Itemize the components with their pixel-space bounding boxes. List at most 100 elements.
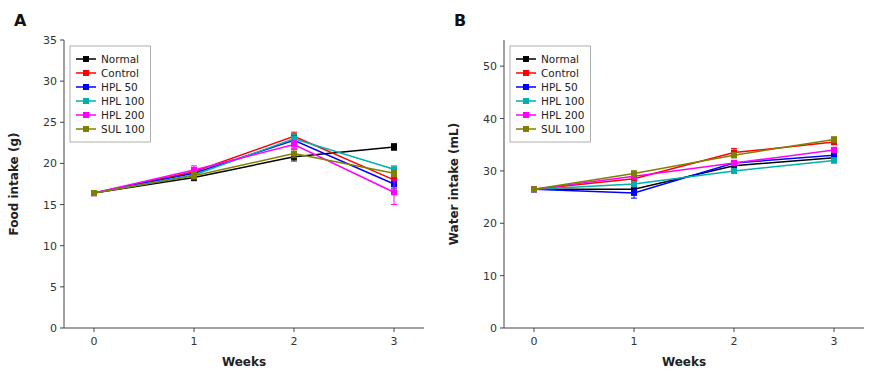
x-tick (534, 328, 535, 332)
error-bar-cap (391, 204, 397, 205)
error-bar (831, 153, 837, 158)
legend-item: HPL 200 (516, 109, 584, 121)
legend-swatch-marker (523, 70, 529, 76)
legend-swatch-marker (523, 112, 529, 118)
panel-title: A (14, 11, 27, 30)
legend-label: HPL 100 (101, 95, 144, 107)
error-bar-cap (291, 132, 297, 133)
x-tick (634, 328, 635, 332)
point (831, 147, 837, 153)
point (391, 170, 397, 176)
y-tick-label: 35 (43, 34, 57, 47)
legend-items: NormalControlHPL 50HPL 100HPL 200SUL 100 (516, 53, 585, 135)
y-tick-label: 40 (483, 113, 497, 126)
plot-area (91, 132, 397, 204)
error-bar (391, 170, 397, 177)
error-bar (731, 160, 737, 165)
x-tick (294, 328, 295, 332)
error-bar (831, 158, 837, 163)
legend-swatch-marker (523, 126, 529, 132)
y-tick-label: 30 (483, 165, 497, 178)
series (531, 152, 837, 198)
error-bar-cap (291, 160, 297, 161)
y-tick-label: 20 (483, 217, 497, 230)
error-bar (91, 191, 97, 196)
x-tick-label: 2 (291, 335, 298, 348)
x-axis-label: Weeks (222, 355, 266, 369)
series (531, 157, 837, 192)
x-axis-line (504, 328, 864, 329)
y-axis-label: Food intake (g) (7, 133, 21, 236)
error-bar (291, 149, 297, 157)
series (91, 149, 397, 196)
legend-item: Control (76, 67, 139, 79)
legend-item: Normal (516, 53, 579, 65)
point (91, 190, 97, 196)
series (531, 155, 837, 192)
y-tick-label: 15 (43, 199, 57, 212)
point (91, 190, 97, 196)
y-tick (500, 223, 504, 224)
x-axis-line (64, 328, 424, 329)
error-bar (631, 171, 637, 176)
point (831, 157, 837, 163)
error-bar-cap (631, 198, 637, 199)
y-tick-label: 0 (50, 322, 57, 335)
error-bar (391, 144, 397, 151)
x-tick (94, 328, 95, 332)
legend-label: Control (101, 67, 139, 79)
point (531, 186, 537, 192)
error-bar (91, 191, 97, 196)
y-tick-label: 25 (43, 116, 57, 129)
error-bar-cap (191, 165, 197, 166)
legend-item: HPL 100 (516, 95, 584, 107)
error-bar (91, 191, 97, 196)
legend-label: Normal (101, 53, 139, 65)
legend-swatch-marker (523, 98, 529, 104)
error-bar (191, 172, 197, 179)
legend-item: HPL 100 (76, 95, 144, 107)
point (531, 186, 537, 192)
series (531, 136, 837, 192)
y-tick (60, 286, 64, 287)
y-tick-label: 10 (483, 270, 497, 283)
error-bar (631, 181, 637, 186)
legend-items: NormalControlHPL 50HPL 100HPL 200SUL 100 (76, 53, 145, 135)
x-tick-label: 2 (731, 335, 738, 348)
series (91, 136, 397, 196)
legend-label: HPL 200 (101, 109, 144, 121)
y-tick (60, 122, 64, 123)
error-bar-cap (291, 140, 297, 141)
point (91, 190, 97, 196)
y-tick (60, 204, 64, 205)
legend-box (70, 46, 151, 142)
legend-swatch-marker (523, 56, 529, 62)
error-bar (291, 140, 297, 148)
legend-swatch-marker (83, 98, 89, 104)
point (291, 136, 297, 142)
point (191, 172, 197, 178)
series (531, 139, 837, 192)
point (631, 181, 637, 187)
legend-label: SUL 100 (541, 123, 585, 135)
error-bar-cap (731, 148, 737, 149)
legend-item: HPL 50 (76, 81, 138, 93)
panel: 010203040500123WeeksWater intake (mL)BNo… (447, 11, 864, 369)
error-bar (831, 137, 837, 142)
point (291, 151, 297, 157)
series (531, 147, 837, 192)
y-axis-line (504, 40, 505, 328)
y-tick-label: 30 (43, 75, 57, 88)
x-tick-label: 0 (531, 335, 538, 348)
x-tick-label: 3 (391, 335, 398, 348)
series-line (94, 145, 394, 194)
error-bar-cap (631, 187, 637, 188)
error-bar (391, 180, 397, 205)
y-tick (60, 245, 64, 246)
error-bar-cap (291, 148, 297, 149)
series (91, 140, 397, 204)
y-tick-label: 0 (490, 322, 497, 335)
y-tick-label: 20 (43, 157, 57, 170)
y-tick (60, 163, 64, 164)
series-line (94, 140, 394, 193)
